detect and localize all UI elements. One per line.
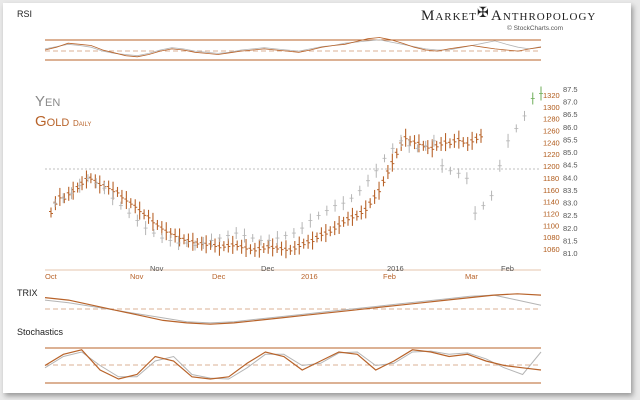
yen-y-tick: 85.0: [563, 148, 578, 157]
gold-x-tick: Dec: [212, 272, 226, 281]
trix-gold-line: [44, 293, 542, 325]
gold-y-tick: 1280: [543, 115, 560, 124]
yen-x-tick: Feb: [501, 264, 514, 273]
stoch-gold-line: [44, 349, 542, 380]
gold-x-tick: Oct: [45, 272, 58, 281]
rsi-label: RSI: [17, 9, 32, 19]
yen-y-tick: 83.0: [563, 199, 578, 208]
legend-period: Daily: [73, 119, 91, 128]
trix-label: TRIX: [17, 288, 38, 298]
rsi-panel: [45, 39, 541, 61]
yen-x-tick: Nov: [150, 264, 164, 273]
yen-y-tick: 83.5: [563, 186, 578, 195]
yen-y-tick: 87.0: [563, 98, 578, 107]
gold-y-tick: 1320: [543, 91, 560, 100]
yen-y-tick: 87.5: [563, 85, 578, 94]
gold-x-tick: Nov: [130, 272, 144, 281]
yen-y-tick: 82.0: [563, 224, 578, 233]
legend-yen: Yen: [35, 93, 60, 110]
gold-x-tick: Mar: [465, 272, 478, 281]
gold-y-tick: 1200: [543, 162, 560, 171]
yen-y-tick: 81.5: [563, 236, 578, 245]
brand-word-1: Market: [421, 8, 477, 24]
brand-word-2: Anthropology: [491, 8, 596, 24]
gold-y-tick: 1180: [543, 174, 559, 183]
gold-y-tick: 1120: [543, 209, 559, 218]
gold-y-tick: 1060: [543, 245, 560, 254]
brand-logo-icon: ✠: [477, 6, 489, 21]
stochastics-label: Stochastics: [17, 327, 64, 337]
gold-y-tick: 1300: [543, 103, 560, 112]
yen-y-tick: 81.0: [563, 249, 578, 258]
brand-credit: © StockCharts.com: [507, 24, 563, 32]
rsi-yen-line: [44, 39, 542, 57]
yen-y-tick: 86.5: [563, 110, 578, 119]
rsi-gold-line: [44, 37, 542, 58]
gold-y-tick: 1260: [543, 127, 560, 136]
yen-y-tick: 84.5: [563, 161, 578, 170]
gold-y-tick: 1140: [543, 198, 559, 207]
yen-y-tick: 84.0: [563, 173, 578, 182]
gold-x-tick: Feb: [383, 272, 396, 281]
gold-y-tick: 1100: [543, 221, 559, 230]
yen-y-tick: 86.0: [563, 123, 578, 132]
chart-canvas: Market ✠ Anthropology © StockCharts.com …: [17, 6, 596, 384]
yen-y-tick: 82.5: [563, 211, 578, 220]
yen-x-tick: Dec: [261, 264, 275, 273]
gold-x-tick: 2016: [301, 272, 318, 281]
gold-y-tick: 1080: [543, 233, 560, 242]
chart-frame: Market ✠ Anthropology © StockCharts.com …: [3, 3, 631, 393]
gold-y-tick: 1220: [543, 150, 560, 159]
gold-y-tick: 1160: [543, 186, 559, 195]
yen-y-tick: 85.5: [563, 135, 578, 144]
legend-gold: Gold: [35, 113, 69, 130]
yen-x-tick: 2016: [387, 264, 404, 273]
gold-y-tick: 1240: [543, 138, 560, 147]
